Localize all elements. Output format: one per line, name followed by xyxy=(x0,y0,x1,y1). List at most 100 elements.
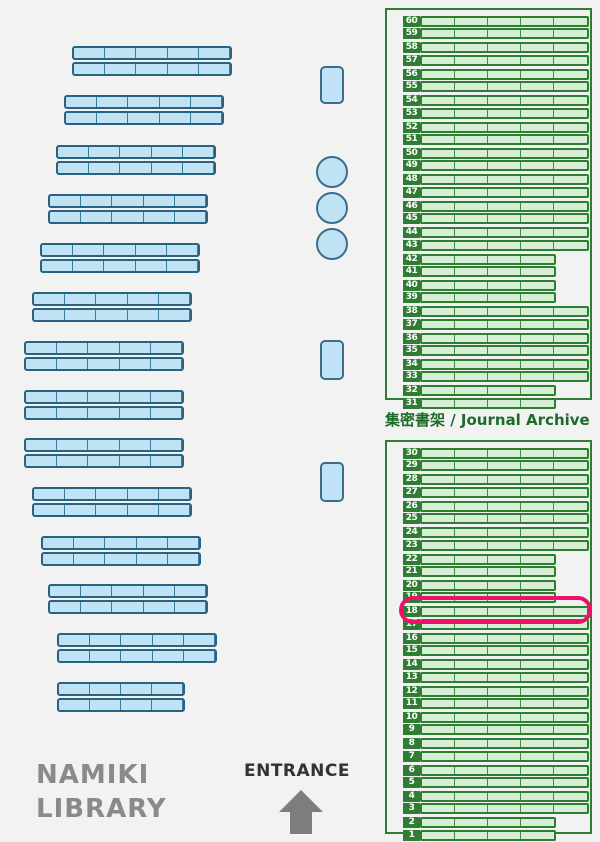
archive-row-5[interactable]: 5 xyxy=(403,777,589,789)
archive-bar-34[interactable] xyxy=(420,359,589,371)
archive-row-33[interactable]: 33 xyxy=(403,371,589,383)
archive-row-50[interactable]: 50 xyxy=(403,147,589,159)
shelf-row-4[interactable]: 4 xyxy=(57,633,217,647)
archive-bar-45[interactable] xyxy=(420,213,589,225)
shelf-row-6[interactable]: 6 xyxy=(48,584,208,598)
archive-bar-10[interactable] xyxy=(420,711,589,723)
archive-row-21[interactable]: 21 xyxy=(403,565,589,577)
shelf-row-15[interactable]: 15 xyxy=(24,357,184,371)
shelf-row-21[interactable]: 21 xyxy=(48,210,208,224)
archive-bar-60[interactable] xyxy=(420,16,589,27)
archive-row-16[interactable]: 16 xyxy=(403,632,589,644)
archive-row-25[interactable]: 25 xyxy=(403,513,589,525)
archive-bar-16[interactable] xyxy=(420,632,589,644)
archive-row-7[interactable]: 7 xyxy=(403,750,589,762)
archive-bar-5[interactable] xyxy=(420,777,589,789)
shelf-row-9[interactable]: 9 xyxy=(32,503,192,517)
archive-bar-33[interactable] xyxy=(420,371,589,383)
archive-row-22[interactable]: 22 xyxy=(403,553,589,565)
archive-bar-14[interactable] xyxy=(420,659,589,671)
archive-bar-55[interactable] xyxy=(420,81,589,93)
archive-bar-23[interactable] xyxy=(420,539,589,551)
archive-bar-36[interactable] xyxy=(420,332,589,344)
shelf-pair-8-7[interactable]: 87 xyxy=(41,536,201,566)
archive-row-35[interactable]: 35 xyxy=(403,345,589,357)
shelf-row-22[interactable]: 22 xyxy=(48,194,208,208)
archive-row-29[interactable]: 29 xyxy=(403,460,589,472)
archive-row-56[interactable]: 56 xyxy=(403,68,589,80)
archive-bar-44[interactable] xyxy=(420,227,589,239)
shelf-row-2[interactable]: 2 xyxy=(57,682,185,696)
shelf-row-18[interactable]: 18 xyxy=(32,292,192,306)
archive-row-46[interactable]: 46 xyxy=(403,200,589,212)
archive-bar-11[interactable] xyxy=(420,697,589,709)
shelf-row-16[interactable]: 16 xyxy=(24,341,184,355)
archive-row-15[interactable]: 15 xyxy=(403,645,589,657)
archive-row-34[interactable]: 34 xyxy=(403,359,589,371)
shelf-pair-2-1[interactable]: 21 xyxy=(57,682,185,712)
archive-row-20[interactable]: 20 xyxy=(403,579,589,591)
archive-row-13[interactable]: 13 xyxy=(403,671,589,683)
archive-row-26[interactable]: 26 xyxy=(403,500,589,512)
round-table-3[interactable] xyxy=(316,228,348,260)
archive-row-4[interactable]: 4 xyxy=(403,791,589,803)
study-table-2[interactable] xyxy=(320,340,344,380)
archive-row-8[interactable]: 8 xyxy=(403,738,589,750)
shelf-row-5[interactable]: 5 xyxy=(48,600,208,614)
archive-bar-29[interactable] xyxy=(420,460,589,472)
round-table-1[interactable] xyxy=(316,156,348,188)
shelf-row-3[interactable]: 3 xyxy=(57,649,217,663)
shelf-row-10[interactable]: 10 xyxy=(32,487,192,501)
shelf-row-26[interactable]: 26 xyxy=(64,95,224,109)
archive-row-19[interactable]: 19 xyxy=(403,592,589,604)
archive-bar-13[interactable] xyxy=(420,671,589,683)
archive-bar-46[interactable] xyxy=(420,200,589,212)
archive-row-53[interactable]: 53 xyxy=(403,107,589,119)
archive-row-43[interactable]: 43 xyxy=(403,239,589,251)
shelf-row-7[interactable]: 7 xyxy=(41,552,201,566)
shelf-pair-4-3[interactable]: 43 xyxy=(57,633,217,663)
archive-bar-24[interactable] xyxy=(420,527,589,539)
archive-bar-42[interactable] xyxy=(420,253,556,265)
archive-bar-53[interactable] xyxy=(420,107,589,119)
archive-bar-19[interactable] xyxy=(420,592,556,604)
archive-bar-15[interactable] xyxy=(420,645,589,657)
shelf-row-11[interactable]: 11 xyxy=(24,454,184,468)
archive-bar-26[interactable] xyxy=(420,500,589,512)
round-table-2[interactable] xyxy=(316,192,348,224)
archive-bar-28[interactable] xyxy=(420,474,589,486)
archive-row-47[interactable]: 47 xyxy=(403,186,589,198)
archive-row-55[interactable]: 55 xyxy=(403,81,589,93)
archive-bar-25[interactable] xyxy=(420,513,589,525)
archive-bar-41[interactable] xyxy=(420,265,556,277)
archive-row-59[interactable]: 59 xyxy=(403,28,589,40)
archive-bar-51[interactable] xyxy=(420,133,589,145)
archive-bar-43[interactable] xyxy=(420,239,589,251)
archive-bar-50[interactable] xyxy=(420,147,589,159)
archive-row-51[interactable]: 51 xyxy=(403,133,589,145)
shelf-row-13[interactable]: 13 xyxy=(24,406,184,420)
archive-row-30[interactable]: 30 xyxy=(403,448,589,459)
archive-row-58[interactable]: 58 xyxy=(403,42,589,54)
shelf-pair-10-9[interactable]: 109 xyxy=(32,487,192,517)
archive-bar-9[interactable] xyxy=(420,724,589,736)
archive-row-39[interactable]: 39 xyxy=(403,292,589,304)
archive-bar-38[interactable] xyxy=(420,306,589,318)
shelf-row-24[interactable]: 24 xyxy=(56,145,216,159)
archive-bar-1[interactable] xyxy=(420,829,556,841)
archive-row-17[interactable]: 17 xyxy=(403,618,589,630)
archive-bar-49[interactable] xyxy=(420,160,589,172)
archive-row-10[interactable]: 10 xyxy=(403,711,589,723)
archive-row-57[interactable]: 57 xyxy=(403,54,589,66)
archive-bar-8[interactable] xyxy=(420,738,589,750)
archive-bar-2[interactable] xyxy=(420,817,556,829)
archive-bar-27[interactable] xyxy=(420,486,589,498)
archive-bar-39[interactable] xyxy=(420,292,556,304)
